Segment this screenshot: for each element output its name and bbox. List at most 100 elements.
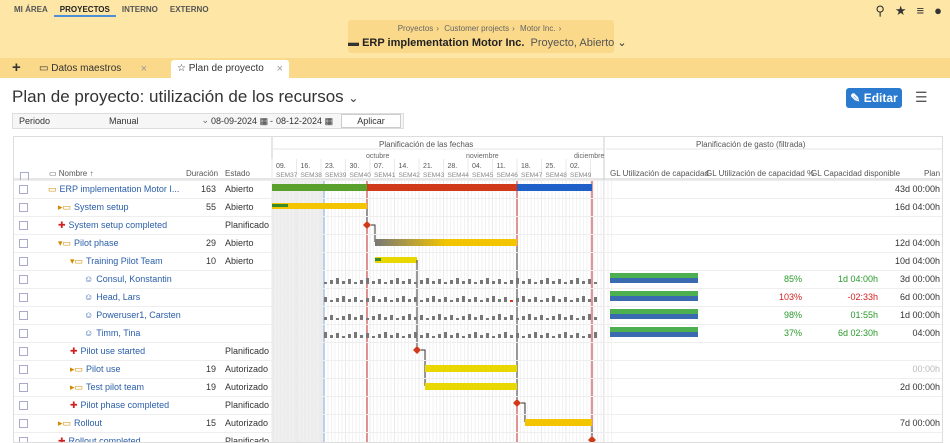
load-bar xyxy=(552,281,555,284)
table-row[interactable]: ▸▭ System setup 55 Abierto 16d 04:00h xyxy=(14,198,942,216)
milestone-marker xyxy=(413,346,421,354)
table-row[interactable]: ▭ ERP implementation Motor I... 163 Abierto… xyxy=(14,180,942,198)
calendar-icon[interactable]: ▦ xyxy=(324,116,334,126)
date-from-field[interactable]: 08-09-2024 ▦ xyxy=(211,116,269,126)
row-checkbox[interactable] xyxy=(19,275,28,284)
row-cap-avail: -02:33h xyxy=(847,292,878,302)
nav-externo[interactable]: EXTERNO xyxy=(169,5,209,14)
row-checkbox[interactable] xyxy=(19,419,28,428)
load-bar xyxy=(396,318,399,320)
table-row[interactable]: ☺ Poweruser1, Carsten 98% 01:55h 1d 00:00h xyxy=(14,306,942,324)
load-bar xyxy=(504,317,507,320)
row-name-link[interactable]: ▾▭ Pilot phase xyxy=(58,238,119,248)
table-row[interactable]: ▾▭ Training Pilot Team 10 Abierto 10d 04:00h xyxy=(14,252,942,270)
row-checkbox[interactable] xyxy=(19,257,28,266)
column-header-name[interactable]: ▭ Nombre ↑ xyxy=(49,169,94,178)
row-duration: 163 xyxy=(200,184,216,194)
row-checkbox[interactable] xyxy=(19,437,28,442)
tab-datos-maestros[interactable]: ▭ Datos maestros × xyxy=(33,60,153,78)
row-name-link[interactable]: ✚ System setup completed xyxy=(58,220,168,230)
load-bar xyxy=(516,333,519,338)
table-row[interactable]: ✚ System setup completed Planificado xyxy=(14,216,942,234)
tab-plan-de-proyecto[interactable]: ☆ Plan de proyecto × xyxy=(171,60,289,78)
row-checkbox[interactable] xyxy=(19,383,28,392)
row-checkbox[interactable] xyxy=(19,329,28,338)
nav-interno[interactable]: INTERNO xyxy=(121,5,158,14)
row-name-link[interactable]: ▸▭ Rollout xyxy=(58,418,103,428)
breadcrumb-proyectos[interactable]: Proyectos xyxy=(397,24,434,33)
breadcrumb-motor-inc[interactable]: Motor Inc. xyxy=(520,24,556,33)
date-to-field[interactable]: 08-12-2024 ▦ xyxy=(276,116,334,126)
load-bar xyxy=(558,299,561,302)
star-icon[interactable]: ★ xyxy=(894,3,907,18)
row-name-link[interactable]: ☺ Head, Lars xyxy=(84,292,141,302)
week-day-label: 09. xyxy=(276,163,286,170)
row-name-link[interactable]: ☺ Consul, Konstantin xyxy=(84,274,172,284)
row-checkbox[interactable] xyxy=(19,401,28,410)
load-bar xyxy=(366,318,369,320)
column-header-util-pct[interactable]: GL Utilización de capacidad % xyxy=(706,169,815,178)
row-name-link[interactable]: ▸▭ Pilot use xyxy=(70,364,121,374)
nav-proyectos[interactable]: PROYECTOS xyxy=(53,5,116,17)
row-duration: 19 xyxy=(205,382,216,392)
row-name-link[interactable]: ✚ Pilot phase completed xyxy=(70,400,170,410)
add-tab-button[interactable]: + xyxy=(12,59,21,76)
row-name-link[interactable]: ▸▭ System setup xyxy=(58,202,129,212)
row-checkbox[interactable] xyxy=(19,347,28,356)
nav-mi-area[interactable]: MI ÁREA xyxy=(14,5,48,14)
row-checkbox[interactable] xyxy=(19,239,28,248)
load-bar xyxy=(528,279,531,284)
column-header-util[interactable]: GL Utilización de capacidad xyxy=(610,169,709,178)
row-checkbox[interactable] xyxy=(19,185,28,194)
table-row[interactable]: ▾▭ Pilot phase 29 Abierto 12d 04:00h xyxy=(14,234,942,252)
row-state: Abierto xyxy=(225,256,254,266)
load-bar xyxy=(402,336,405,338)
row-checkbox[interactable] xyxy=(19,203,28,212)
project-title[interactable]: ▬ ERP implementation Motor Inc. Proyecto… xyxy=(348,36,627,49)
breadcrumb-customer-projects[interactable]: Customer projects xyxy=(444,24,510,33)
close-icon[interactable]: × xyxy=(276,63,283,75)
edit-button[interactable]: ✎ Editar xyxy=(846,88,902,108)
row-name-link[interactable]: ☺ Timm, Tina xyxy=(84,328,141,338)
table-row[interactable]: ▸▭ Test pilot team 19 Autorizado 2d 00:00h xyxy=(14,378,942,396)
load-bar xyxy=(516,298,519,302)
row-name-link[interactable]: ✚ Pilot use started xyxy=(70,346,146,356)
row-name-link[interactable]: ▾▭ Training Pilot Team xyxy=(70,256,163,266)
close-icon[interactable]: × xyxy=(140,63,147,75)
table-row[interactable]: ✚ Pilot phase completed Planificado xyxy=(14,396,942,414)
search-icon[interactable]: ⚲ xyxy=(875,3,885,18)
period-select[interactable]: Manual ⌄ xyxy=(109,115,209,126)
row-name-link[interactable]: ☺ Poweruser1, Carsten xyxy=(84,310,181,320)
menu-icon[interactable]: ≡ xyxy=(916,3,925,18)
calendar-icon[interactable]: ▦ xyxy=(259,116,269,126)
row-checkbox[interactable] xyxy=(19,293,28,302)
settings-sliders-icon[interactable]: ☰ xyxy=(915,89,928,105)
utilization-bar xyxy=(610,332,698,337)
table-row[interactable]: ▸▭ Pilot use 19 Autorizado 00:00h xyxy=(14,360,942,378)
column-header-cap-avail[interactable]: GL Capacidad disponible xyxy=(811,169,901,178)
load-bar xyxy=(576,298,579,302)
row-name-link[interactable]: ▸▭ Test pilot team xyxy=(70,382,145,392)
table-row[interactable]: ☺ Consul, Konstantin 85% 1d 04:00h 3d 00:00h xyxy=(14,270,942,288)
load-bar xyxy=(528,334,531,338)
load-bar xyxy=(546,278,549,284)
table-row[interactable]: ▸▭ Rollout 15 Autorizado 7d 00:00h xyxy=(14,414,942,432)
profile-icon[interactable]: ● xyxy=(934,3,942,18)
row-name-link[interactable]: ▭ ERP implementation Motor I... xyxy=(48,184,180,194)
column-header-duration[interactable]: Duración xyxy=(186,169,219,178)
column-header-plan[interactable]: Plan xyxy=(924,169,941,178)
apply-button[interactable]: Aplicar xyxy=(341,114,401,128)
row-checkbox[interactable] xyxy=(19,221,28,230)
load-bar xyxy=(336,333,339,338)
row-checkbox[interactable] xyxy=(19,311,28,320)
table-row[interactable]: ☺ Timm, Tina 37% 6d 02:30h 04:00h xyxy=(14,324,942,342)
load-bar xyxy=(414,332,417,338)
table-row[interactable]: ✚ Rollout completed Planificado xyxy=(14,432,942,442)
row-name-link[interactable]: ✚ Rollout completed xyxy=(58,436,141,442)
row-checkbox[interactable] xyxy=(19,365,28,374)
chevron-down-icon[interactable]: ⌄ xyxy=(348,91,359,105)
table-row[interactable]: ☺ Head, Lars 103% -02:33h 6d 00:00h xyxy=(14,288,942,306)
table-row[interactable]: ✚ Pilot use started Planificado xyxy=(14,342,942,360)
pin-icon[interactable]: ☆ xyxy=(177,63,189,74)
column-header-state[interactable]: Estado xyxy=(225,169,250,178)
